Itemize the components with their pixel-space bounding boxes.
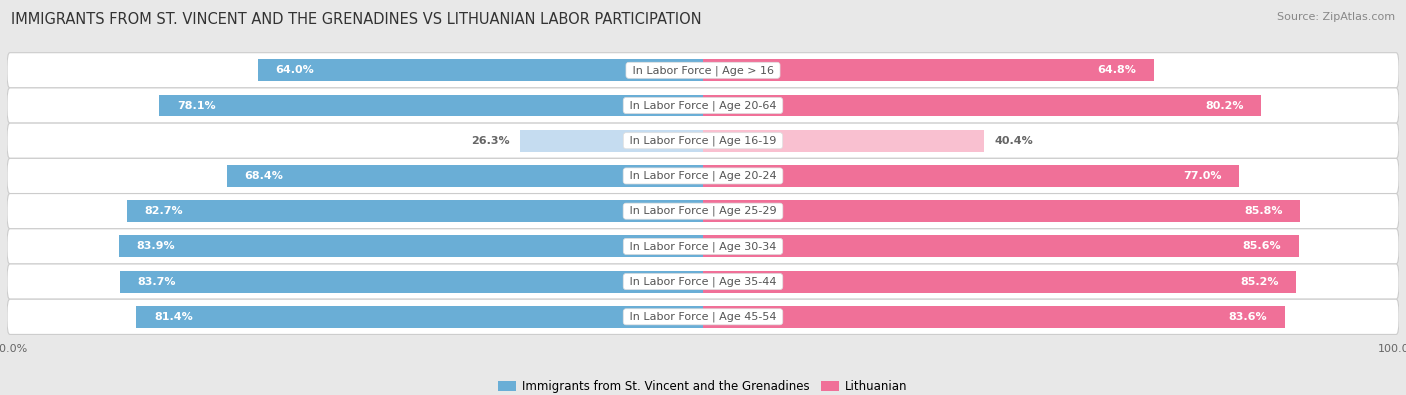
Text: 68.4%: 68.4% [245, 171, 283, 181]
Bar [703, 306, 1285, 328]
Text: In Labor Force | Age 45-54: In Labor Force | Age 45-54 [626, 312, 780, 322]
Bar [226, 165, 703, 187]
Bar [703, 59, 1154, 81]
Text: 64.0%: 64.0% [276, 65, 314, 75]
Legend: Immigrants from St. Vincent and the Grenadines, Lithuanian: Immigrants from St. Vincent and the Gren… [494, 376, 912, 395]
Text: 78.1%: 78.1% [177, 100, 215, 111]
Text: 83.9%: 83.9% [136, 241, 176, 251]
Bar [703, 271, 1296, 293]
Text: In Labor Force | Age > 16: In Labor Force | Age > 16 [628, 65, 778, 75]
Text: 81.4%: 81.4% [153, 312, 193, 322]
Text: In Labor Force | Age 16-19: In Labor Force | Age 16-19 [626, 135, 780, 146]
Text: 83.7%: 83.7% [138, 276, 176, 287]
Text: Source: ZipAtlas.com: Source: ZipAtlas.com [1277, 12, 1395, 22]
Text: In Labor Force | Age 20-64: In Labor Force | Age 20-64 [626, 100, 780, 111]
FancyBboxPatch shape [7, 299, 1399, 335]
Text: 83.6%: 83.6% [1229, 312, 1267, 322]
Bar [703, 235, 1299, 257]
Text: In Labor Force | Age 30-34: In Labor Force | Age 30-34 [626, 241, 780, 252]
Bar [159, 94, 703, 117]
Text: In Labor Force | Age 25-29: In Labor Force | Age 25-29 [626, 206, 780, 216]
Text: In Labor Force | Age 35-44: In Labor Force | Age 35-44 [626, 276, 780, 287]
FancyBboxPatch shape [7, 264, 1399, 299]
Text: 82.7%: 82.7% [145, 206, 183, 216]
Text: 80.2%: 80.2% [1205, 100, 1244, 111]
Text: 85.2%: 85.2% [1240, 276, 1278, 287]
Bar [257, 59, 703, 81]
Bar [703, 130, 984, 152]
FancyBboxPatch shape [7, 229, 1399, 264]
Text: 64.8%: 64.8% [1098, 65, 1136, 75]
Text: 85.8%: 85.8% [1244, 206, 1282, 216]
Text: IMMIGRANTS FROM ST. VINCENT AND THE GRENADINES VS LITHUANIAN LABOR PARTICIPATION: IMMIGRANTS FROM ST. VINCENT AND THE GREN… [11, 12, 702, 27]
Bar [703, 200, 1301, 222]
Bar [703, 94, 1261, 117]
Bar [121, 271, 703, 293]
Text: In Labor Force | Age 20-24: In Labor Force | Age 20-24 [626, 171, 780, 181]
FancyBboxPatch shape [7, 158, 1399, 194]
FancyBboxPatch shape [7, 88, 1399, 123]
Bar [703, 165, 1239, 187]
Bar [136, 306, 703, 328]
FancyBboxPatch shape [7, 123, 1399, 158]
Bar [128, 200, 703, 222]
Text: 77.0%: 77.0% [1182, 171, 1222, 181]
Bar [120, 235, 703, 257]
FancyBboxPatch shape [7, 194, 1399, 229]
Text: 85.6%: 85.6% [1243, 241, 1281, 251]
FancyBboxPatch shape [7, 53, 1399, 88]
Bar [520, 130, 703, 152]
Text: 26.3%: 26.3% [471, 136, 509, 146]
Text: 40.4%: 40.4% [994, 136, 1033, 146]
